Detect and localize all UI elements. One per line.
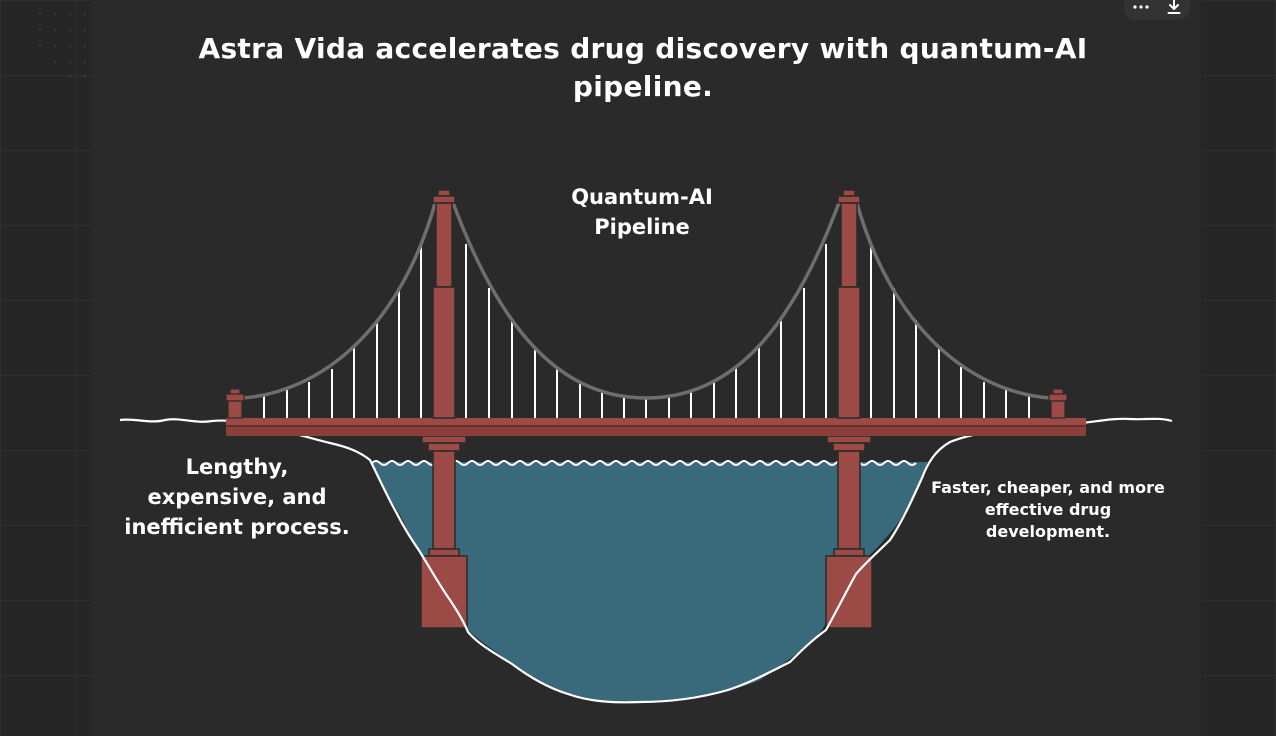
right-side-label: Faster, cheaper, and more effective drug…	[931, 478, 1165, 541]
water-body	[372, 462, 928, 702]
left-tower	[432, 189, 456, 419]
more-button[interactable]	[1130, 0, 1152, 17]
right-tower	[837, 189, 861, 419]
bridge-deck	[226, 418, 1086, 436]
canyon-outline	[119, 417, 1173, 704]
left-end-pylon	[225, 388, 245, 419]
main-cables	[242, 199, 1051, 400]
left-side-label: Lengthy, expensive, and inefficient proc…	[124, 455, 350, 539]
download-button[interactable]	[1163, 0, 1185, 17]
water-surface-wave	[371, 460, 917, 466]
right-end-pylon	[1048, 388, 1068, 419]
dot-grid-decoration	[39, 13, 86, 77]
download-icon	[1167, 0, 1180, 14]
page-title: Astra Vida accelerates drug discovery wi…	[198, 32, 1088, 103]
bridge-label: Quantum-AI Pipeline	[571, 185, 713, 239]
floating-toolbar	[1124, 0, 1190, 20]
more-horizontal-icon	[1132, 5, 1149, 9]
suspender-cables	[263, 244, 1030, 418]
